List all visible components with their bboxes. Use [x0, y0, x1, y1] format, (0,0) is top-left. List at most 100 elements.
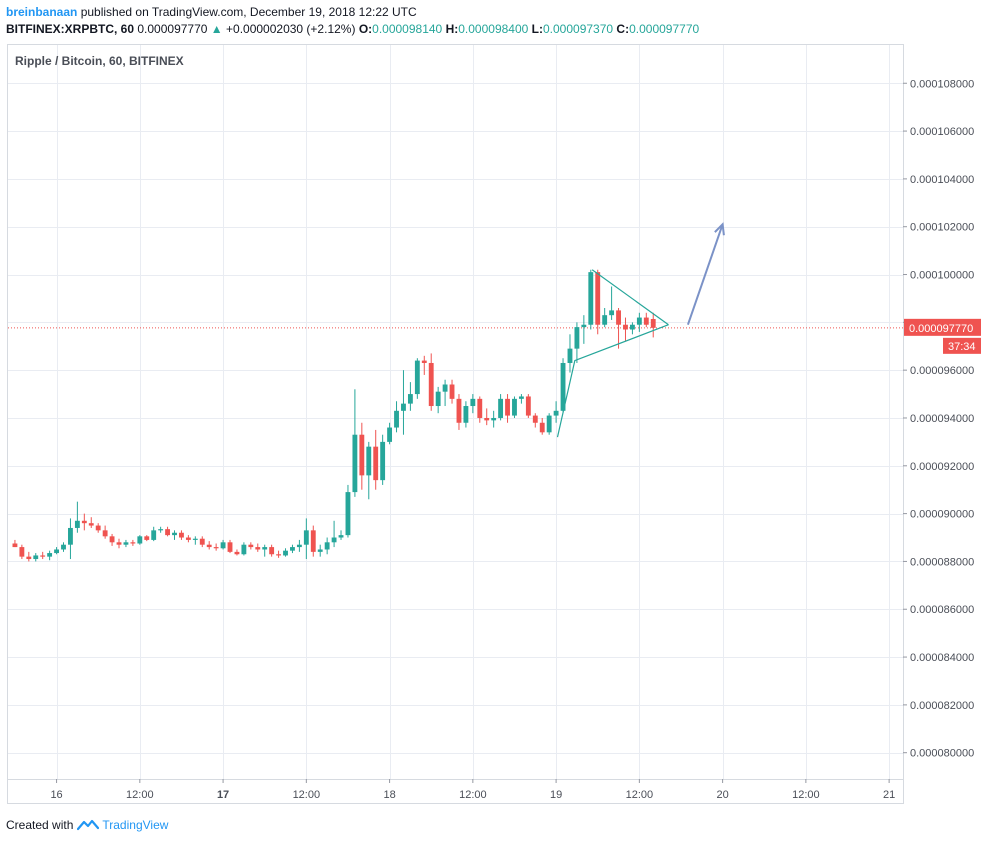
candle [359, 422, 365, 490]
candle [602, 307, 608, 328]
tradingview-link[interactable]: TradingView [102, 818, 169, 832]
candle [581, 315, 587, 344]
candle [95, 523, 101, 533]
high-label: H: [445, 22, 459, 36]
open-value: 0.000098140 [372, 22, 443, 36]
candle-body [442, 384, 448, 392]
candle [449, 379, 455, 404]
candle-body [616, 310, 621, 325]
x-tick-label: 20 [716, 789, 728, 801]
candle [623, 317, 628, 342]
candle [338, 530, 344, 540]
candle-body [484, 417, 490, 421]
y-tick-label: 0.000106000 [910, 126, 974, 138]
candle-body [352, 434, 358, 493]
candle-body [338, 535, 344, 538]
candle-body [324, 542, 330, 550]
time-axis-frame [7, 779, 904, 804]
candle [394, 401, 399, 433]
candle-body [407, 394, 413, 404]
candle-body [643, 317, 649, 325]
candle [574, 322, 580, 363]
candle-body [581, 324, 587, 328]
candle-body [26, 556, 32, 560]
y-tick-label: 0.000088000 [910, 556, 974, 568]
author-link[interactable]: breinbanaan [6, 5, 78, 19]
plot-frame [7, 44, 904, 780]
published-text: published on TradingView.com, December 1… [80, 5, 417, 19]
x-tick-label: 19 [550, 789, 562, 801]
candle-body [317, 549, 323, 552]
candle-body [213, 547, 219, 549]
candle [88, 517, 94, 528]
candle-body [380, 441, 386, 481]
candle-body [463, 406, 469, 423]
y-tick-label: 0.000086000 [910, 604, 974, 616]
triangle-upper-line [591, 269, 669, 326]
candle [491, 410, 497, 428]
candle [546, 413, 552, 435]
y-tick-label: 0.000102000 [910, 222, 974, 234]
price-axis[interactable]: 0.000080000 0.000082000 0.000084000 0.00008… [903, 78, 981, 760]
candle-body [116, 542, 122, 545]
x-tick-label: 18 [383, 789, 395, 801]
candle [505, 394, 510, 423]
candle-body [199, 538, 205, 545]
candle [137, 535, 143, 545]
candle [81, 513, 87, 531]
candle-body [144, 536, 150, 540]
candle-body [290, 547, 295, 551]
publish-info: breinbanaan published on TradingView.com… [6, 5, 417, 19]
low-label: L: [531, 22, 543, 36]
candle [123, 539, 129, 548]
candle [68, 518, 73, 560]
candle-body [283, 550, 288, 556]
created-with-label: Created with [6, 818, 74, 832]
low-value: 0.000097370 [543, 22, 614, 36]
candle-body [234, 551, 240, 555]
candle-body [54, 549, 59, 554]
y-tick-label: 0.000090000 [910, 509, 974, 521]
candle-body [220, 542, 226, 549]
y-tick-label: 0.000108000 [910, 78, 974, 90]
candle-body [477, 398, 483, 418]
candle-body [470, 398, 476, 407]
candle [331, 520, 337, 548]
candle-body [206, 544, 212, 548]
x-tick-label: 12:00 [626, 789, 654, 801]
candle [47, 550, 53, 561]
candle-body [130, 542, 136, 544]
close-label: C: [616, 22, 630, 36]
candle [435, 386, 441, 414]
candle [61, 542, 66, 552]
candle [588, 269, 594, 330]
candle [40, 551, 46, 560]
candle-body [498, 398, 504, 418]
candle-body [609, 310, 615, 316]
candle [470, 394, 476, 414]
forecast-arrow-line [686, 223, 724, 326]
current-price-label: 0.000097770 [909, 323, 973, 335]
candle [518, 394, 524, 404]
candle [345, 484, 351, 538]
price-change: +0.000002030 (+2.12%) [226, 22, 356, 36]
candle-body [68, 527, 73, 545]
candle-body [553, 410, 559, 416]
candle [255, 543, 261, 552]
candle [185, 535, 191, 543]
candle-body [151, 530, 157, 540]
candle [165, 526, 171, 537]
candle [172, 530, 177, 540]
time-axis[interactable]: 16 12:00 17 12:00 18 12:00 19 12:00 20 12:00 21 [50, 779, 895, 801]
candle-body [185, 537, 191, 540]
candle-body [518, 396, 524, 399]
candle [241, 542, 247, 556]
candle-body [33, 555, 39, 560]
candle [650, 312, 656, 338]
candle-body [109, 536, 115, 543]
candle [636, 312, 642, 332]
up-arrow-icon: ▲ [210, 22, 223, 36]
candle [26, 551, 32, 562]
candle-body [546, 415, 552, 433]
